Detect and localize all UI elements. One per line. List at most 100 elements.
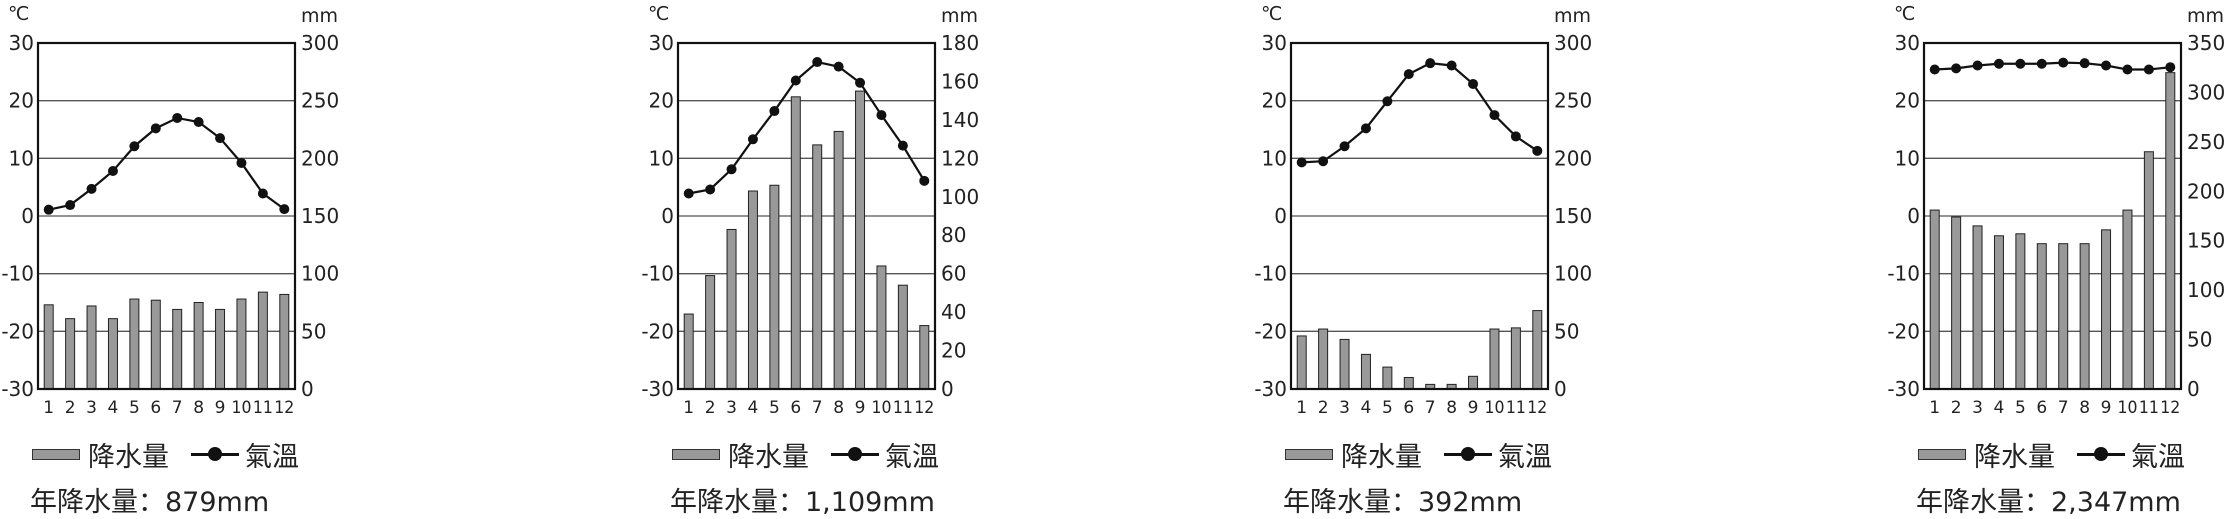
precip-bar: [2122, 209, 2133, 390]
left-tick-label: 10: [1895, 146, 1920, 170]
legend-temp-label: 氣溫: [885, 441, 939, 473]
temperature-point: [1510, 131, 1521, 142]
right-tick-label: 250: [1554, 89, 1592, 113]
temperature-point: [129, 141, 140, 152]
temperature-point: [2122, 64, 2133, 75]
right-tick-label: 300: [301, 31, 339, 55]
month-label: 11: [253, 398, 273, 418]
precip-bar: [2079, 243, 2090, 390]
annual-precip-label: 年降水量：392mm: [1283, 487, 1523, 518]
temperature-point: [833, 61, 844, 72]
precip-bar: [2165, 72, 2176, 390]
month-label: 8: [1446, 398, 1457, 418]
legend-precip-swatch: [672, 448, 720, 460]
temperature-point: [43, 204, 54, 215]
right-tick-label: 0: [301, 377, 314, 401]
temperature-point: [172, 112, 183, 123]
temperature-point: [919, 175, 930, 186]
temperature-point: [705, 184, 716, 195]
right-tick-label: 150: [1554, 204, 1592, 228]
temperature-point: [790, 75, 801, 86]
right-tick-label: 0: [1554, 377, 1567, 401]
precip-bar: [65, 318, 76, 390]
left-tick-label: 0: [1274, 204, 1287, 228]
legend: 降水量 氣溫: [1285, 437, 1552, 473]
month-label: 10: [2117, 398, 2137, 418]
plot-frame: [676, 41, 937, 391]
temperature-point: [1446, 60, 1457, 71]
month-label: 11: [893, 398, 913, 418]
left-tick-label: -10: [641, 262, 674, 286]
temperature-point: [812, 57, 823, 68]
temperature-point: [150, 123, 161, 134]
month-label: 1: [43, 398, 54, 418]
legend-temp-label: 氣溫: [1498, 441, 1552, 473]
plot-frame: [1922, 41, 2183, 391]
month-label: 2: [1951, 398, 1962, 418]
left-axis-unit: ℃: [648, 3, 669, 25]
month-label: 5: [1382, 398, 1393, 418]
precip-bar: [1972, 225, 1983, 390]
month-label: 4: [108, 398, 119, 418]
temperature-point: [1489, 110, 1500, 121]
month-label: 4: [1994, 398, 2005, 418]
temperature-point: [236, 157, 247, 168]
month-label: 8: [833, 398, 844, 418]
left-tick-label: 30: [9, 31, 34, 55]
legend-precip-label: 降水量: [88, 441, 169, 473]
precip-bar: [86, 305, 97, 390]
temperature-point: [215, 133, 226, 144]
month-label: 4: [748, 398, 759, 418]
month-label: 3: [86, 398, 97, 418]
right-axis-unit: mm: [1554, 5, 1591, 27]
precip-bar: [2143, 151, 2154, 390]
left-tick-label: -10: [1887, 262, 1920, 286]
month-label: 10: [231, 398, 251, 418]
temperature-point: [1468, 78, 1479, 89]
right-tick-label: 200: [301, 146, 339, 170]
month-label: 8: [2079, 398, 2090, 418]
month-label: 6: [150, 398, 161, 418]
precip-bar: [1318, 328, 1329, 390]
month-label: 6: [790, 398, 801, 418]
left-tick-label: 0: [21, 204, 34, 228]
precip-bar: [919, 325, 930, 390]
left-tick-label: -30: [1887, 377, 1920, 401]
right-axis-unit: mm: [2187, 5, 2224, 27]
temperature-point: [769, 106, 780, 117]
left-tick-label: 30: [1895, 31, 1920, 55]
legend: 降水量 氣溫: [1918, 437, 2185, 473]
precip-bar: [897, 284, 908, 390]
right-tick-label: 50: [2187, 328, 2212, 352]
left-tick-label: 10: [649, 146, 674, 170]
right-tick-label: 160: [941, 69, 979, 93]
temperature-point: [747, 134, 758, 145]
month-label: 9: [215, 398, 226, 418]
right-tick-label: 40: [941, 300, 966, 324]
legend-precip-label: 降水量: [728, 441, 809, 473]
month-label: 12: [274, 398, 294, 418]
legend-temp-swatch: [2077, 446, 2125, 461]
legend-temp-label: 氣溫: [2131, 441, 2185, 473]
precip-bar: [236, 298, 247, 390]
legend-precip-label: 降水量: [1974, 441, 2055, 473]
precip-bar: [876, 265, 887, 390]
precip-bar: [129, 298, 140, 390]
month-label: 7: [812, 398, 823, 418]
legend-temp-swatch: [1444, 446, 1492, 461]
month-label: 7: [1425, 398, 1436, 418]
left-tick-label: -30: [1254, 377, 1287, 401]
month-label: 12: [2160, 398, 2180, 418]
right-tick-label: 250: [301, 89, 339, 113]
right-tick-label: 350: [2187, 31, 2225, 55]
temperature-point: [876, 110, 887, 121]
month-label: 6: [1403, 398, 1414, 418]
month-label: 2: [1318, 398, 1329, 418]
right-tick-label: 250: [2187, 130, 2225, 154]
precip-bar: [1993, 235, 2004, 390]
left-axis-unit: ℃: [1894, 3, 1915, 25]
right-tick-label: 50: [1554, 319, 1579, 343]
left-tick-label: 0: [661, 204, 674, 228]
precip-bar: [769, 184, 780, 390]
